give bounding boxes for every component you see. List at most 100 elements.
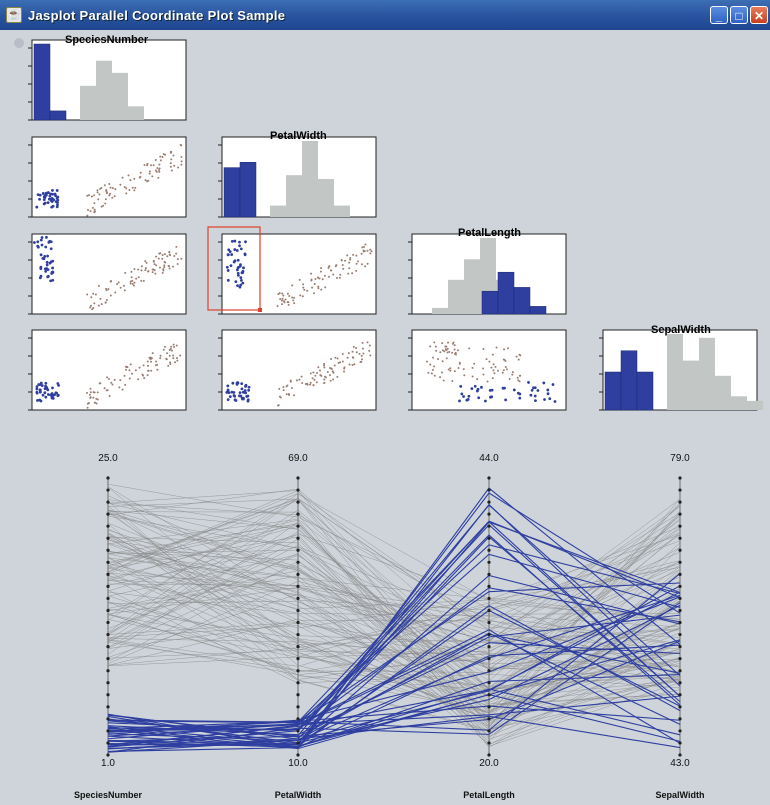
scatter-point <box>320 374 323 377</box>
scatter-point-selected <box>477 396 481 400</box>
axis-value-dot <box>487 488 491 492</box>
scatter-point <box>124 383 127 386</box>
scatter-point <box>353 363 356 366</box>
scatter-point <box>147 270 150 273</box>
scatterplot-matrix-and-parallel-plot[interactable] <box>0 30 770 805</box>
scatter-point-selected <box>470 387 474 391</box>
close-button[interactable]: ✕ <box>750 6 768 24</box>
scatter-point <box>142 374 145 377</box>
scatter-point <box>89 391 92 394</box>
histogram-bar <box>80 85 96 120</box>
scatter-point <box>144 269 147 272</box>
scatter-point-selected <box>38 390 42 394</box>
scatter-point <box>311 286 314 289</box>
axis-value-dot <box>106 560 110 564</box>
scatter-point <box>340 258 343 261</box>
scatter-point <box>163 266 166 269</box>
scatter-point-selected <box>239 283 243 287</box>
scatter-point <box>109 186 112 189</box>
scatter-point <box>341 263 344 266</box>
window-titlebar[interactable]: ☕ Jasplot Parallel Coordinate Plot Sampl… <box>0 0 770 30</box>
scatter-point <box>175 344 178 347</box>
scatter-point-selected <box>246 394 250 398</box>
axis-value-dot <box>487 500 491 504</box>
scatter-point <box>441 360 444 363</box>
scatter-point <box>104 301 107 304</box>
scatter-point-selected <box>460 392 464 396</box>
scatter-point <box>174 361 177 364</box>
scatter-point <box>129 179 132 182</box>
scatter-point <box>508 377 511 380</box>
scatter-point <box>172 343 175 346</box>
scatter-point-selected <box>46 191 50 194</box>
scatter-point <box>134 186 137 189</box>
scatter-point <box>144 267 147 270</box>
scatter-point-selected <box>238 240 241 244</box>
scatter-point <box>448 350 451 353</box>
scatter-point <box>159 354 162 357</box>
scatter-point <box>332 371 335 374</box>
scatter-point-selected <box>41 393 45 397</box>
scatter-point <box>323 274 326 277</box>
parallel-line <box>107 579 681 645</box>
histogram-bar <box>448 279 464 314</box>
scatter-point <box>302 286 305 289</box>
scatter-point <box>156 167 159 170</box>
scatter-point <box>130 270 133 273</box>
scatter-point <box>284 298 287 301</box>
scatter-point <box>447 341 450 344</box>
scatter-point <box>133 268 136 271</box>
scatter-point-selected <box>233 248 237 251</box>
scatter-point <box>106 376 109 379</box>
scatter-point <box>369 354 372 357</box>
scatter-point <box>90 296 93 299</box>
histogram-bar-selected <box>223 167 241 218</box>
scatter-point <box>493 372 496 375</box>
panel-title-petallength: PetalLength <box>458 227 521 239</box>
scatter-point <box>348 363 351 366</box>
scatter-point <box>94 401 97 404</box>
scatter-point <box>161 257 164 260</box>
scatter-point <box>86 406 89 409</box>
scatter-point-selected <box>39 253 43 257</box>
scatter-point <box>146 374 149 377</box>
histogram-bar-selected <box>604 371 622 411</box>
scatter-point <box>333 364 336 367</box>
scatter-point <box>107 287 110 290</box>
scatter-point-selected <box>467 394 471 398</box>
scatter-point-selected <box>226 398 230 402</box>
scatter-point-selected <box>236 271 240 275</box>
scatter-point <box>100 205 103 208</box>
scatter-point-selected <box>530 388 534 392</box>
minimize-button[interactable]: _ <box>710 6 728 24</box>
maximize-button[interactable]: □ <box>730 6 748 24</box>
scatter-point <box>278 387 281 390</box>
histogram-bar-selected <box>513 287 531 315</box>
scatter-point <box>515 355 518 358</box>
parallel-line <box>107 513 681 748</box>
scatter-point-selected <box>229 264 233 268</box>
scatter-point <box>90 195 93 198</box>
scatter-point <box>352 345 355 348</box>
scatter-point <box>433 374 436 377</box>
scatter-point <box>482 348 485 351</box>
axis-value-dot <box>106 753 110 757</box>
scatter-point <box>158 167 161 170</box>
scatter-point-selected <box>241 269 245 273</box>
scatter-point-selected <box>233 239 237 243</box>
scatter-point <box>447 368 450 371</box>
scatter-point <box>109 192 112 195</box>
scatter-point <box>511 373 514 376</box>
scatter-point <box>179 354 182 357</box>
scatter-point-selected <box>42 198 46 202</box>
scatter-point <box>168 265 171 268</box>
scatter-point-selected <box>39 238 43 242</box>
scatter-point <box>351 356 354 359</box>
scatter-point-selected <box>43 391 47 395</box>
scatter-point <box>517 379 520 382</box>
scatter-point <box>94 210 97 213</box>
scatter-point <box>323 366 326 369</box>
scatter-point <box>176 258 179 261</box>
axis-value-dot <box>296 632 300 637</box>
scatter-point <box>100 303 103 306</box>
